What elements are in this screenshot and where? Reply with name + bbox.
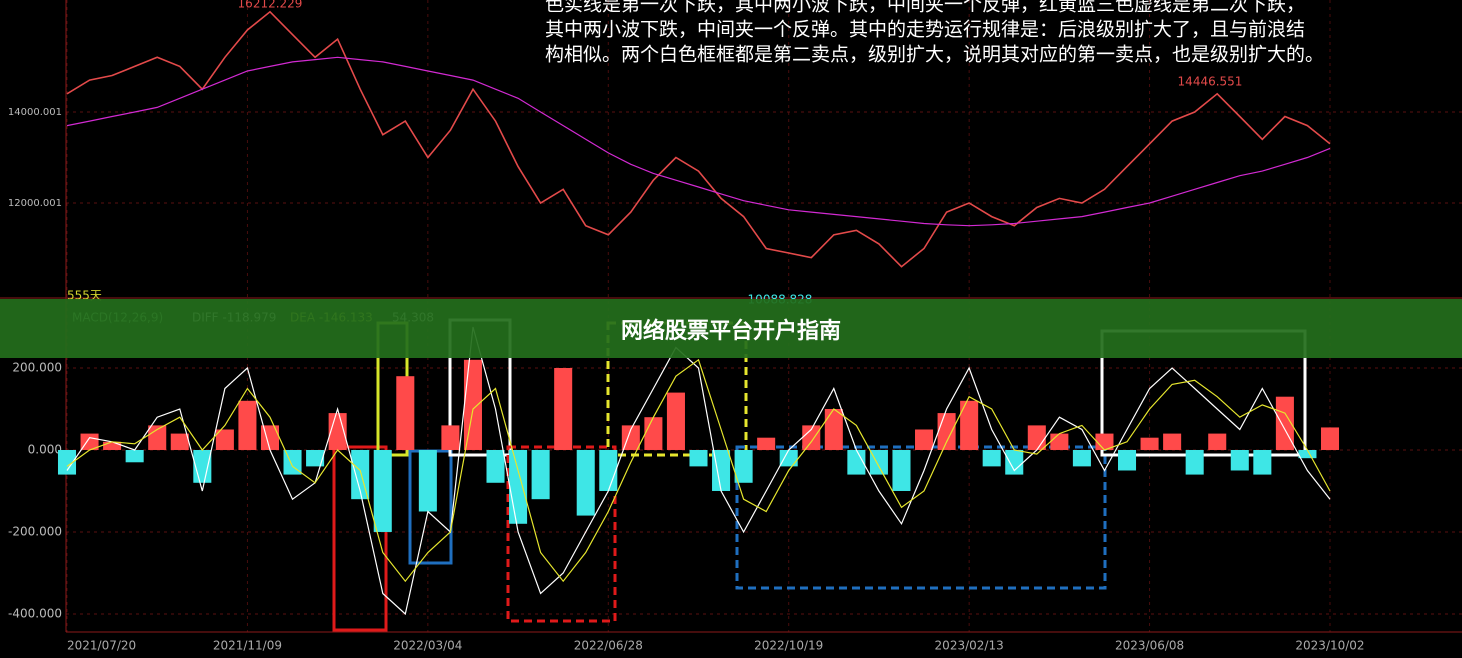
annotation: 14446.551 (1178, 75, 1243, 89)
y-tick-label: 0.000 (28, 442, 62, 456)
macd-bar (824, 408, 843, 450)
macd-bar (734, 449, 753, 483)
price-line (66, 10, 1331, 268)
macd-bar (148, 425, 167, 450)
macd-bar (373, 449, 392, 532)
macd-bar (689, 449, 708, 467)
macd-bar (463, 359, 482, 450)
y-tick-label: 12000.001 (8, 198, 62, 209)
x-tick-label: 2022/10/19 (754, 639, 823, 653)
macd-bar (1185, 449, 1204, 475)
macd-bar (486, 449, 505, 483)
macd-bar (1163, 433, 1182, 450)
macd-bar (418, 449, 437, 512)
macd-bar (1253, 449, 1272, 475)
y-tick-label: -200.000 (8, 524, 62, 538)
macd-bar (509, 449, 528, 524)
macd-bar (576, 449, 595, 516)
macd-bar (666, 392, 685, 450)
price-line (66, 56, 1331, 227)
box (332, 445, 388, 632)
macd-bar (621, 425, 640, 450)
macd-bar (306, 449, 325, 467)
macd-bar (1320, 427, 1340, 450)
macd-bar (712, 449, 731, 491)
macd-bar (869, 449, 888, 475)
macd-bar (937, 413, 956, 450)
annotation: 16212.229 (238, 0, 303, 11)
macd-bar (982, 449, 1001, 467)
note: 构相似。两个白色框框都是第二卖点，级别扩大，说明其对应的第一卖点，也是级别扩大的… (545, 44, 1324, 66)
macd-bar (57, 449, 77, 475)
x-tick-label: 2022/06/28 (574, 639, 643, 653)
x-tick-label: 2023/06/08 (1115, 639, 1184, 653)
macd-bar (531, 449, 550, 500)
macd-bar (802, 425, 821, 450)
macd-bar (170, 433, 189, 450)
y-tick-label: 200.000 (12, 361, 62, 375)
macd-bar (847, 449, 866, 475)
macd-bar (441, 425, 460, 450)
macd-bar (1005, 449, 1024, 475)
macd-bar (960, 400, 979, 450)
macd-bar (1208, 433, 1227, 450)
note: 其中两小波下跌，中间夹一个反弹。其中的走势运行规律是：后浪级别扩大了，且与前浪结 (545, 19, 1305, 41)
macd-bar (779, 449, 798, 467)
x-tick-label: 2021/11/09 (213, 639, 282, 653)
banner: 网络股票平台开户指南 (0, 299, 1462, 358)
x-tick-label: 2023/02/13 (935, 639, 1004, 653)
macd-bar (396, 376, 415, 450)
macd-bar (1230, 449, 1249, 471)
macd-bar (1027, 425, 1046, 450)
x-tick-label: 2022/03/04 (393, 639, 462, 653)
y-tick-label: 14000.001 (8, 107, 62, 118)
macd-bar (103, 441, 122, 450)
macd-bar (238, 400, 257, 450)
macd-bar (80, 433, 99, 450)
macd-bar (599, 449, 618, 491)
macd-bar (915, 429, 934, 450)
x-tick-label: 2023/10/02 (1295, 639, 1364, 653)
macd-bar (125, 449, 144, 463)
macd-bar (757, 437, 776, 450)
macd-bar (644, 417, 663, 450)
macd-bar (1298, 449, 1317, 459)
macd-bar (1140, 437, 1159, 450)
x-tick-label: 2021/07/20 (67, 639, 136, 653)
macd-bar (1050, 433, 1069, 450)
macd-bar (1072, 449, 1091, 467)
macd-bar (1117, 449, 1137, 471)
macd-line (66, 358, 1331, 583)
y-tick-label: -400.000 (8, 606, 62, 620)
box (735, 445, 1107, 590)
note: 色实线是第一次下跌，其中两小波下跌，中间夹一个反弹，红黄蓝三色虚线是第二次下跌， (545, 0, 1305, 16)
macd-bar (554, 368, 573, 450)
macd-bar (892, 449, 911, 491)
macd-bar (215, 429, 234, 450)
macd-line (66, 326, 1331, 616)
